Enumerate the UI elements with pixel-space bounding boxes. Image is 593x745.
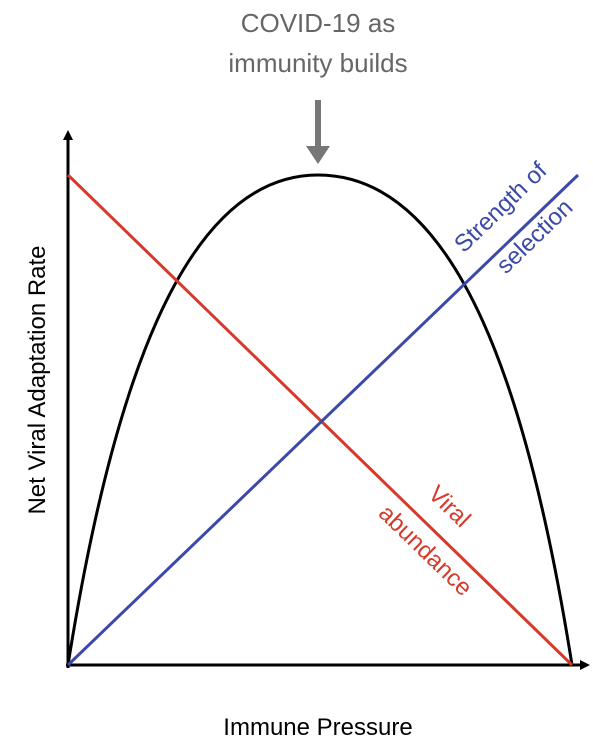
abundance-label: Viral xyxy=(423,480,476,532)
x-axis-label: Immune Pressure xyxy=(223,714,412,741)
selection-line xyxy=(66,173,580,667)
annotation-line: COVID-19 as xyxy=(241,8,396,38)
adaptation-curve xyxy=(66,173,574,666)
y-axis-label: Net Viral Adaptation Rate xyxy=(24,245,51,514)
annotation-line: immunity builds xyxy=(228,48,407,78)
abundance-line xyxy=(66,173,574,667)
annotation-arrow-head xyxy=(306,146,330,164)
